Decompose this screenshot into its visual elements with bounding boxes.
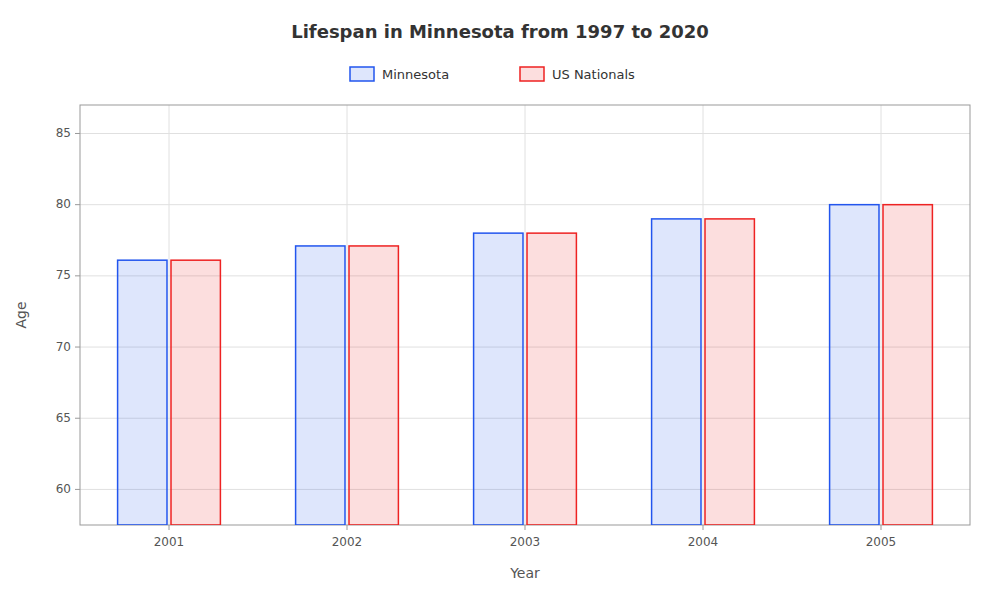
- y-tick: [75, 489, 80, 490]
- x-tick: [703, 525, 704, 530]
- legend-label: Minnesota: [382, 67, 449, 82]
- bar: [349, 246, 398, 525]
- bar-series: [171, 205, 932, 525]
- bar: [474, 233, 523, 525]
- x-tick: [525, 525, 526, 530]
- x-tick-label: 2003: [510, 535, 541, 549]
- y-tick: [75, 347, 80, 348]
- x-tick-label: 2002: [332, 535, 363, 549]
- bar: [652, 219, 701, 525]
- x-grid-line: [703, 105, 704, 525]
- legend-swatch: [350, 67, 374, 81]
- bar: [296, 246, 345, 525]
- y-tick-label: 75: [56, 268, 71, 282]
- x-grid-line: [169, 105, 170, 525]
- plot-frame: [80, 105, 970, 525]
- y-tick: [75, 133, 80, 134]
- x-axis-label: Year: [509, 565, 540, 581]
- grid: [80, 105, 970, 525]
- bar-series: [118, 205, 879, 525]
- x-tick: [347, 525, 348, 530]
- page: {"chart_data": {"type": "bar", "title": …: [0, 0, 1000, 600]
- bar: [171, 260, 220, 525]
- bars: [118, 205, 933, 525]
- chart-title: Lifespan in Minnesota from 1997 to 2020: [291, 21, 709, 42]
- legend-swatch: [520, 67, 544, 81]
- y-axis-label: Age: [13, 301, 29, 328]
- x-tick: [881, 525, 882, 530]
- y-axis: 60 65 70 75 80 85: [56, 126, 80, 496]
- y-tick: [75, 275, 80, 276]
- y-tick-label: 80: [56, 197, 71, 211]
- y-tick-label: 70: [56, 340, 71, 354]
- y-tick: [75, 204, 80, 205]
- x-tick: [169, 525, 170, 530]
- chart-container: 60 65 70 75 80 85 2001 2002 2003 2004 2005 Year Age L…: [0, 0, 1000, 600]
- chart-svg: 60 65 70 75 80 85 2001 2002 2003 2004 2005 Year Age L…: [0, 0, 1000, 600]
- y-tick-label: 65: [56, 411, 71, 425]
- y-tick-label: 85: [56, 126, 71, 140]
- legend-label: US Nationals: [552, 67, 635, 82]
- x-axis: 2001 2002 2003 2004 2005: [154, 525, 897, 549]
- y-tick: [75, 418, 80, 419]
- x-grid-line: [881, 105, 882, 525]
- legend: Minnesota US Nationals: [350, 67, 635, 82]
- x-grid-line: [347, 105, 348, 525]
- x-tick-label: 2005: [866, 535, 897, 549]
- x-tick-label: 2001: [154, 535, 185, 549]
- bar: [830, 205, 879, 525]
- x-grid-line: [525, 105, 526, 525]
- bar: [883, 205, 932, 525]
- bar: [527, 233, 576, 525]
- bar: [118, 260, 167, 525]
- bar: [705, 219, 754, 525]
- y-tick-label: 60: [56, 482, 71, 496]
- x-tick-label: 2004: [688, 535, 719, 549]
